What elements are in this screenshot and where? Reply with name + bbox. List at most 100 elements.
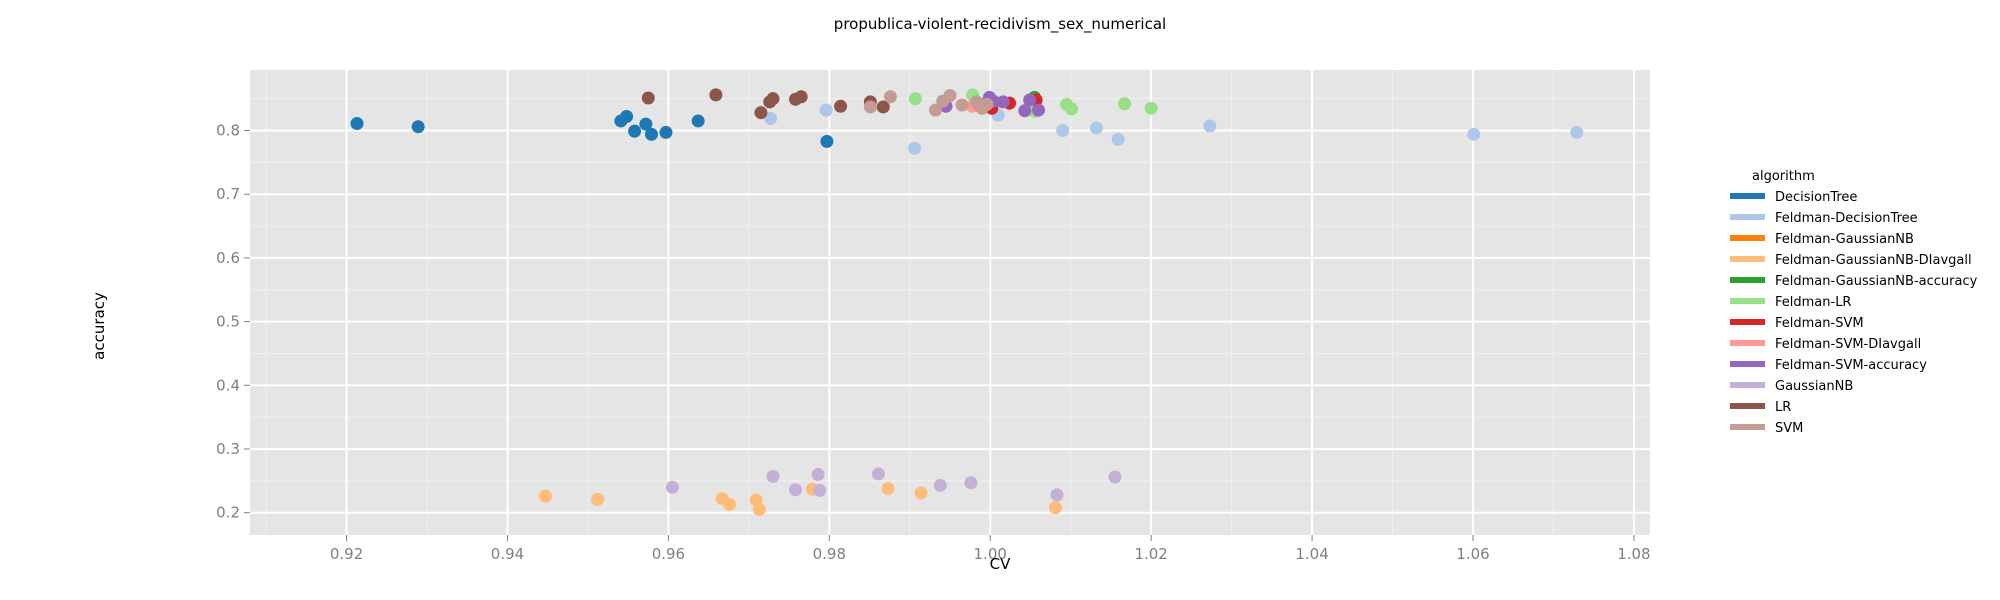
- x-tick-label: 1.04: [1295, 545, 1328, 563]
- data-point: [908, 92, 922, 106]
- data-point: [789, 483, 803, 497]
- x-tick-label: 1.06: [1456, 545, 1489, 563]
- legend-swatch: [1730, 361, 1765, 367]
- legend-swatch: [1730, 235, 1765, 241]
- legend-swatch: [1730, 319, 1765, 325]
- data-point: [881, 482, 895, 495]
- x-tick-label: 0.96: [652, 545, 685, 563]
- grid-major: [250, 70, 1650, 535]
- data-point: [764, 111, 778, 125]
- x-tick-label: 0.92: [330, 545, 363, 563]
- y-tick-label: 0.2: [216, 504, 240, 522]
- data-point: [871, 467, 885, 481]
- data-point: [628, 124, 642, 138]
- data-point: [411, 120, 425, 134]
- data-point: [723, 497, 737, 511]
- y-tick-label: 0.4: [216, 376, 240, 394]
- data-point: [929, 103, 943, 117]
- legend-label: Feldman-LR: [1775, 295, 1851, 310]
- legend-label: Feldman-GaussianNB-accuracy: [1775, 274, 1978, 289]
- data-point: [863, 100, 877, 114]
- x-tick-label: 1.00: [974, 545, 1007, 563]
- data-point: [914, 486, 928, 500]
- legend-swatch: [1730, 382, 1765, 388]
- data-points: [350, 88, 1584, 517]
- data-point: [1570, 125, 1584, 139]
- y-tick-label: 0.7: [216, 185, 240, 203]
- data-point: [1032, 103, 1046, 117]
- data-point: [754, 106, 768, 120]
- legend-swatch: [1730, 403, 1765, 409]
- legend-label: Feldman-SVM: [1775, 316, 1864, 331]
- data-point: [883, 90, 897, 104]
- y-axis-title: accuracy: [90, 292, 108, 360]
- x-tick-label: 0.94: [491, 545, 524, 563]
- data-point: [1467, 127, 1481, 141]
- data-point: [1118, 97, 1132, 111]
- legend-swatch: [1730, 277, 1765, 283]
- data-point: [908, 141, 922, 155]
- y-tick-label: 0.8: [216, 122, 240, 140]
- legend-label: Feldman-SVM-DIavgall: [1775, 337, 1921, 352]
- legend-swatch: [1730, 298, 1765, 304]
- data-point: [1050, 488, 1064, 502]
- plot-area: [250, 70, 1650, 535]
- data-point: [1144, 101, 1158, 115]
- data-point: [350, 117, 364, 131]
- y-tick-label: 0.6: [216, 249, 240, 267]
- legend-label: Feldman-GaussianNB-DIavgall: [1775, 253, 1972, 268]
- data-point: [996, 95, 1010, 109]
- y-axis-ticks: 0.2 0.3 0.4 0.5 0.6 0.7 0.8: [216, 122, 250, 522]
- data-point: [876, 100, 890, 114]
- data-point: [538, 489, 552, 503]
- legend-title: algorithm: [1752, 169, 1815, 184]
- legend-label: Feldman-GaussianNB: [1775, 232, 1914, 247]
- legend-label: GaussianNB: [1775, 379, 1853, 394]
- data-point: [665, 480, 679, 494]
- data-point: [1018, 104, 1032, 118]
- legend-swatch: [1730, 214, 1765, 220]
- data-point: [820, 134, 834, 148]
- data-point: [943, 88, 957, 102]
- data-point: [752, 503, 766, 517]
- data-point: [1203, 119, 1217, 133]
- data-point: [1108, 470, 1122, 484]
- x-axis-title: CV: [990, 555, 1011, 573]
- data-point: [691, 114, 705, 128]
- data-point: [811, 467, 825, 481]
- data-point: [709, 88, 723, 102]
- data-point: [641, 91, 655, 105]
- legend-label: SVM: [1775, 421, 1803, 436]
- x-tick-label: 0.98: [813, 545, 846, 563]
- data-point: [766, 92, 780, 106]
- x-tick-label: 1.02: [1134, 545, 1167, 563]
- legend-label: Feldman-DecisionTree: [1775, 211, 1918, 226]
- y-tick-label: 0.3: [216, 440, 240, 458]
- grid-minor: [250, 70, 1650, 535]
- legend-label: DecisionTree: [1775, 190, 1857, 205]
- data-point: [980, 97, 994, 111]
- data-point: [819, 103, 833, 117]
- data-point: [794, 90, 808, 104]
- data-point: [1089, 121, 1103, 135]
- legend-swatch: [1730, 340, 1765, 346]
- legend-swatch: [1730, 424, 1765, 430]
- data-point: [639, 117, 653, 131]
- legend: algorithm DecisionTree Feldman-DecisionTr…: [1730, 169, 1978, 436]
- x-tick-label: 1.08: [1617, 545, 1650, 563]
- legend-label: Feldman-SVM-accuracy: [1775, 358, 1927, 373]
- legend-swatch: [1730, 256, 1765, 262]
- x-axis-ticks: 0.92 0.94 0.96 0.98 1.00 1.02 1.04 1.06 1.08: [330, 535, 1651, 563]
- data-point: [644, 127, 658, 141]
- data-point: [813, 483, 827, 497]
- data-point: [620, 110, 634, 123]
- y-tick-label: 0.5: [216, 313, 240, 331]
- data-point: [1023, 93, 1037, 107]
- data-point: [1064, 102, 1078, 116]
- data-point: [591, 492, 605, 506]
- chart-title: propublica-violent-recidivism_sex_numeri…: [834, 15, 1166, 34]
- data-point: [766, 469, 780, 483]
- data-point: [659, 125, 673, 139]
- data-point: [955, 98, 969, 112]
